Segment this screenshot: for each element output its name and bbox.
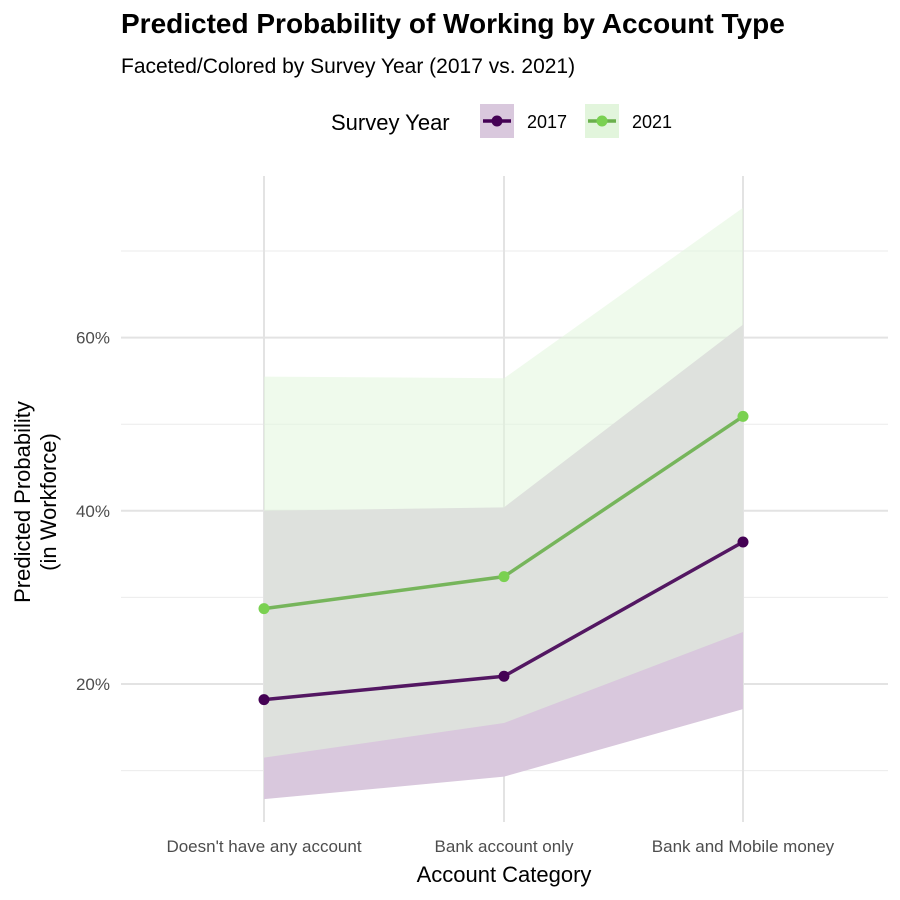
point-2021-2	[737, 410, 749, 422]
x-tick-label: Doesn't have any account	[166, 837, 361, 856]
y-axis-title-line2: (in Workforce)	[36, 433, 61, 571]
legend-title: Survey Year	[331, 110, 450, 135]
y-tick-label: 20%	[76, 675, 110, 694]
y-axis-title: Predicted Probability (in Workforce)	[10, 401, 61, 603]
series-points	[258, 410, 749, 706]
x-tick-label: Bank and Mobile money	[652, 837, 835, 856]
x-axis-title: Account Category	[417, 862, 592, 887]
x-tick-label: Bank account only	[435, 837, 574, 856]
y-tick-label: 40%	[76, 502, 110, 521]
legend-key-point-2017	[491, 115, 503, 127]
legend-key-point-2021	[596, 115, 608, 127]
legend-label-2021: 2021	[632, 112, 672, 132]
x-tick-labels: Doesn't have any account Bank account onl…	[166, 837, 834, 856]
point-2017-0	[258, 694, 270, 706]
point-2021-1	[498, 571, 510, 583]
chart-title: Predicted Probability of Working by Acco…	[121, 8, 785, 39]
y-axis-title-line1: Predicted Probability	[10, 401, 35, 603]
point-2021-0	[258, 603, 270, 615]
confidence-ribbons	[264, 207, 743, 800]
legend-label-2017: 2017	[527, 112, 567, 132]
point-2017-1	[498, 670, 510, 682]
y-tick-labels: 20% 40% 60%	[76, 329, 110, 694]
ribbon-2021	[264, 207, 743, 758]
chart-subtitle: Faceted/Colored by Survey Year (2017 vs.…	[121, 55, 575, 78]
y-tick-label: 60%	[76, 329, 110, 348]
point-2017-2	[737, 536, 749, 548]
legend: Survey Year 2017 2021	[331, 104, 672, 138]
